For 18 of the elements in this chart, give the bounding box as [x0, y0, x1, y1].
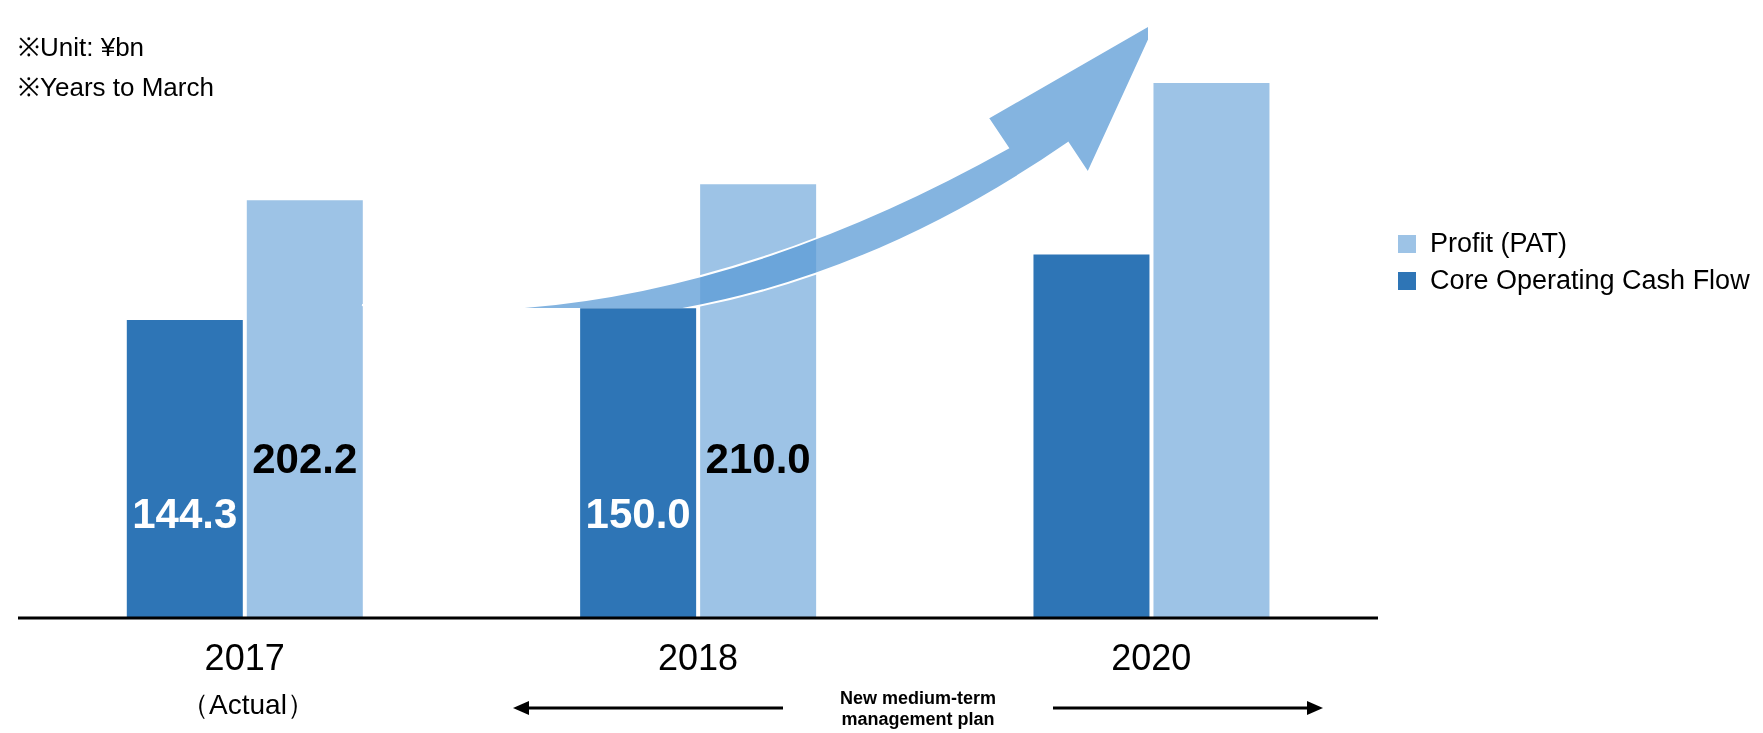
- bar: [1033, 254, 1150, 618]
- text: （Actual）: [180, 688, 316, 722]
- bar: [126, 319, 243, 618]
- text: New medium-term management plan: [838, 688, 997, 730]
- data-label: 150.0: [585, 490, 691, 537]
- x-tick-label: 2018: [657, 636, 739, 678]
- data-label: 210.0: [705, 435, 811, 482]
- bar: [246, 200, 363, 618]
- text: ※Unit: ¥bn: [18, 31, 145, 64]
- data-label: 202.2: [252, 435, 358, 482]
- data-label: 144.3: [132, 490, 238, 537]
- bar: [1153, 83, 1270, 618]
- x-tick-label: 2017: [204, 636, 285, 678]
- legend-label: Profit (PAT): [1430, 228, 1568, 259]
- annotation: ※Years to March: [18, 71, 214, 104]
- bar: [580, 308, 697, 618]
- legend-label: Core Operating Cash Flow: [1430, 265, 1750, 296]
- x-tick-label: 2020: [1111, 636, 1192, 678]
